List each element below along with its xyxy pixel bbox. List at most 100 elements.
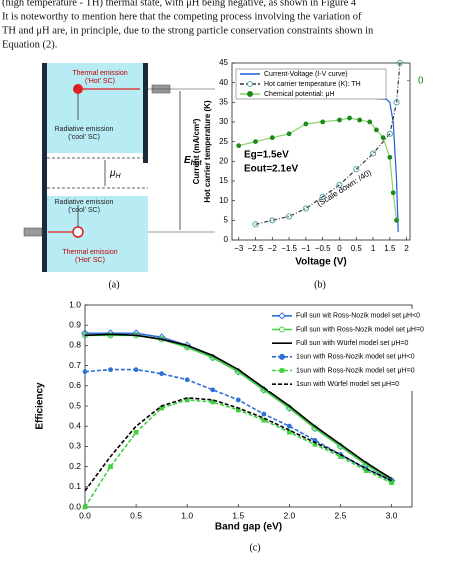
marker <box>108 367 113 373</box>
marker <box>285 213 293 220</box>
marker <box>184 377 190 383</box>
series-line <box>84 333 393 480</box>
series-line <box>255 62 401 225</box>
subscript: hot <box>191 160 203 167</box>
marker <box>236 143 242 149</box>
y-tick-label: 0 <box>224 235 229 244</box>
x-tick-label: −2.5 <box>248 244 264 253</box>
y-tick-label: 30 <box>219 117 228 126</box>
legend-label: 1sun with Ross-Nozik model set μH<0 <box>296 354 415 361</box>
marker <box>394 217 399 223</box>
marker <box>287 429 292 435</box>
x-tick-label: 0.5 <box>351 244 363 253</box>
marker <box>396 59 404 67</box>
marker <box>82 369 88 375</box>
marker <box>184 397 190 403</box>
legend-marker <box>247 91 253 97</box>
marker <box>159 405 164 411</box>
x-tick-label: 0 <box>337 244 342 253</box>
legend-label: Hot carrier temperature (K): TH <box>264 81 361 88</box>
marker <box>286 423 292 429</box>
x-tick-label: 1 <box>371 244 376 253</box>
legend-marker <box>247 81 253 87</box>
marker <box>374 127 379 133</box>
marker <box>81 329 89 338</box>
contact <box>143 63 148 163</box>
y-tick-label: 1.0 <box>69 299 81 309</box>
marker <box>387 154 393 160</box>
caption: (b) <box>314 279 326 290</box>
marker <box>252 221 259 228</box>
mu-label: μH <box>109 168 121 180</box>
label: Radiative emission <box>55 126 114 133</box>
marker <box>357 117 363 123</box>
marker <box>269 217 276 224</box>
y-tick-label: 15 <box>219 176 228 185</box>
y-tick-label: 0.4 <box>69 420 81 430</box>
marker <box>210 387 216 393</box>
legend-marker <box>279 326 285 333</box>
x-tick-label: 1.0 <box>181 510 193 520</box>
x-axis-label: Voltage (V) <box>295 257 346 268</box>
symbol: μ <box>109 168 116 179</box>
annotation: Eg=1.5eV <box>244 150 289 161</box>
marker <box>157 333 166 342</box>
x-tick-label: 1.5 <box>384 244 396 253</box>
subscript: H <box>115 173 121 180</box>
marker <box>320 119 326 125</box>
marker <box>286 131 292 137</box>
marker <box>235 397 241 403</box>
marker <box>132 329 141 338</box>
marker <box>269 135 275 141</box>
marker <box>369 150 377 157</box>
x-tick-label: 0.0 <box>79 510 91 520</box>
marker <box>353 166 360 173</box>
marker <box>367 119 373 125</box>
x-tick-label: −1 <box>301 244 311 253</box>
marker <box>107 332 114 339</box>
y-tick-label: 40 <box>219 78 228 87</box>
label: ('cool' SC) <box>68 134 100 141</box>
y-tick-label: 0.3 <box>69 441 81 451</box>
marker <box>393 99 400 106</box>
hole <box>72 226 84 238</box>
marker <box>363 468 369 473</box>
electron <box>73 84 83 94</box>
marker <box>159 371 165 377</box>
marker <box>338 454 343 459</box>
x-tick-label: 2.0 <box>283 510 295 520</box>
text-line: TH and μH are, in principle, due to the … <box>2 25 374 36</box>
legend-label: 1sun with Würfel model set μH=0 <box>296 381 399 388</box>
legend-marker <box>278 312 286 320</box>
y-tick-label: 0.1 <box>69 481 81 491</box>
x-tick-label: 2.5 <box>335 510 347 520</box>
y-tick-label: 20 <box>219 156 228 165</box>
marker <box>82 504 88 510</box>
x-axis-label: Band gap (eV) <box>215 522 282 533</box>
label: Radiative emission <box>55 199 114 206</box>
x-tick-label: 3.0 <box>386 510 398 520</box>
marker <box>106 329 115 338</box>
y-tick-label: 0.9 <box>69 319 81 329</box>
text-line: It is noteworthy to mention here that th… <box>2 11 362 22</box>
panel-a: Thermal emission ('Hot' SC) Radiative em… <box>23 63 215 290</box>
marker <box>133 429 139 435</box>
legend-marker <box>279 353 285 360</box>
y-tick-label: 0.7 <box>69 360 81 370</box>
marker <box>390 190 396 196</box>
x-tick-label: −1.5 <box>281 244 297 253</box>
x-tick-label: 1.5 <box>232 510 244 520</box>
marker <box>108 464 113 469</box>
marker <box>347 115 352 121</box>
y2-tick-label: 0 <box>418 75 424 86</box>
marker <box>312 442 318 447</box>
lead <box>23 227 43 237</box>
legend-label: Chemical potential: μH <box>264 91 335 98</box>
marker <box>253 139 258 144</box>
marker <box>303 121 309 127</box>
symbol: E <box>184 155 191 166</box>
x-tick-label: −0.5 <box>315 244 331 253</box>
x-tick-label: −2 <box>268 244 278 253</box>
marker <box>337 117 342 123</box>
